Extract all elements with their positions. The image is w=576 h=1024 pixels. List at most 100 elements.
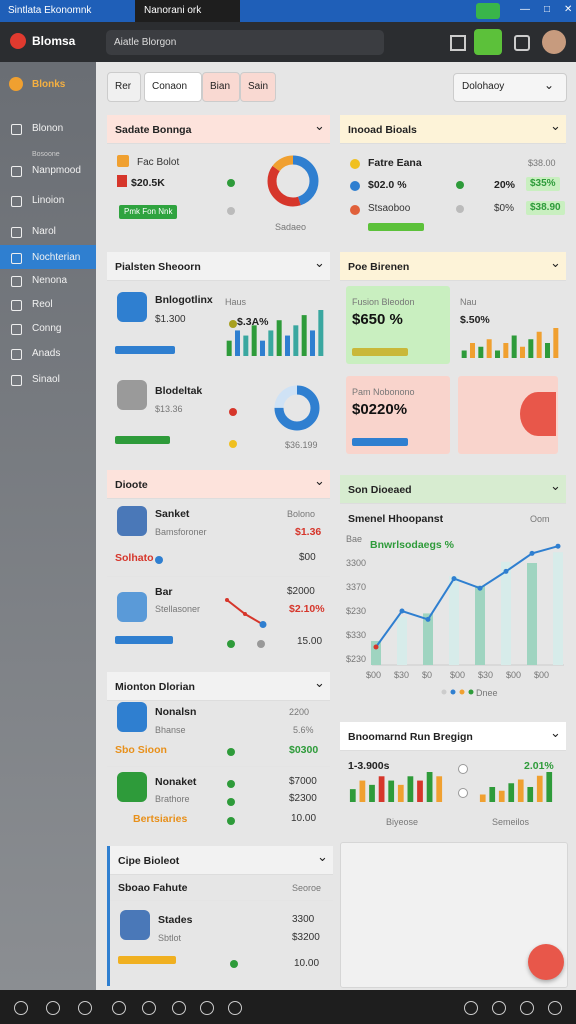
- taskbar-icon[interactable]: [548, 1001, 562, 1015]
- nav-icon[interactable]: [11, 324, 22, 335]
- filter-button[interactable]: Bian: [202, 72, 240, 102]
- progress-bar: [352, 348, 408, 356]
- collapse[interactable]: ⌄: [550, 255, 561, 270]
- fab[interactable]: [528, 944, 564, 980]
- taskbar-icon[interactable]: [78, 1001, 92, 1015]
- y-label: $230: [346, 654, 367, 664]
- bar: [388, 780, 395, 802]
- bar: [251, 325, 257, 356]
- collapse[interactable]: ⌄: [314, 255, 325, 270]
- filter-button[interactable]: Sain: [240, 72, 276, 102]
- icon[interactable]: [514, 35, 530, 51]
- filter-label[interactable]: Sain: [248, 81, 269, 92]
- card-text: Oom: [530, 514, 550, 524]
- legend-dot: [459, 689, 465, 695]
- collapse[interactable]: ⌄: [314, 118, 325, 133]
- icon[interactable]: [450, 35, 466, 51]
- point: [477, 585, 483, 591]
- card-header: [107, 470, 330, 499]
- taskbar-icon[interactable]: [142, 1001, 156, 1015]
- card-text: $.3A%: [237, 316, 269, 328]
- card-title: Cipe Bioleot: [118, 855, 180, 867]
- card-text: $36.199: [285, 440, 318, 450]
- sidebar: [0, 62, 96, 990]
- collapse[interactable]: ⌄: [314, 473, 325, 488]
- brand[interactable]: Blonks: [32, 79, 66, 90]
- status-dot: [458, 764, 468, 774]
- card: Dioote ⌄ Sanket Bamsforoner Bolono $1.36 Solha…: [107, 470, 330, 662]
- sub-label: Bosoone: [32, 151, 60, 158]
- status-dot: [227, 207, 235, 215]
- taskbar-icon[interactable]: [520, 1001, 534, 1015]
- nav-item[interactable]: Nenona: [32, 275, 68, 286]
- tab-title[interactable]: Nanorani ork: [144, 5, 202, 16]
- search-box[interactable]: [106, 30, 384, 55]
- chart: [461, 328, 559, 358]
- card-text: 1-3.900s: [348, 760, 390, 772]
- icon: [117, 772, 147, 802]
- taskbar-icon[interactable]: [172, 1001, 186, 1015]
- card-text: Pam Nobonono: [352, 387, 415, 397]
- card-text: Bnlogotlinx: [155, 294, 213, 306]
- nav-item[interactable]: Reol: [32, 299, 53, 310]
- bar: [359, 780, 366, 802]
- taskbar-icon[interactable]: [46, 1001, 60, 1015]
- taskbar-icon[interactable]: [14, 1001, 28, 1015]
- point: [451, 576, 457, 582]
- nav-item[interactable]: Anads: [32, 348, 61, 359]
- filter-button[interactable]: Conaon: [144, 72, 202, 102]
- nav-icon[interactable]: [11, 196, 22, 207]
- dropdown-label[interactable]: Dolohaoy: [462, 81, 505, 92]
- nav-item[interactable]: Narol: [32, 226, 56, 237]
- filter-label[interactable]: Rer: [115, 81, 132, 92]
- collapse[interactable]: ⌄: [317, 849, 328, 864]
- taskbar-icon[interactable]: [112, 1001, 126, 1015]
- filter-button[interactable]: Rer: [107, 72, 141, 102]
- nav-item[interactable]: Nochterian: [32, 252, 81, 263]
- bar: [475, 585, 485, 665]
- collapse[interactable]: ⌄: [550, 118, 561, 133]
- action-button[interactable]: [474, 29, 502, 55]
- filter-label[interactable]: Bian: [210, 81, 231, 92]
- chevron[interactable]: ⌄: [544, 78, 555, 92]
- taskbar-icon[interactable]: [464, 1001, 478, 1015]
- dropdown[interactable]: [453, 73, 567, 102]
- nav-icon[interactable]: [11, 300, 22, 311]
- nav-item[interactable]: Blonon: [32, 123, 64, 134]
- collapse[interactable]: ⌄: [314, 675, 325, 690]
- nav-item[interactable]: Nanpmood: [32, 165, 81, 176]
- tab[interactable]: [135, 0, 240, 22]
- nav-icon[interactable]: [11, 276, 22, 287]
- window-button[interactable]: [476, 3, 500, 19]
- filter-label[interactable]: Conaon: [152, 81, 188, 92]
- avatar[interactable]: [542, 30, 566, 54]
- x-label: $00: [366, 670, 382, 680]
- x-label: $00: [534, 670, 550, 680]
- search-placeholder[interactable]: Aiatle Blorgon: [114, 37, 177, 48]
- nav-icon[interactable]: [11, 253, 22, 264]
- card-text: Fac Bolot: [137, 157, 180, 168]
- nav-icon[interactable]: [11, 166, 22, 177]
- card: Pialsten Sheoorn ⌄ Bnlogotlinx $1.300 Haus $.…: [107, 252, 330, 460]
- nav-item[interactable]: Sinaol: [32, 374, 60, 385]
- window-controls[interactable]: —□✕: [520, 4, 572, 15]
- taskbar-icon[interactable]: [200, 1001, 214, 1015]
- taskbar-icon[interactable]: [492, 1001, 506, 1015]
- tab-title[interactable]: Sintlata Ekonomnk: [8, 5, 92, 16]
- nav-icon[interactable]: [11, 349, 22, 360]
- taskbar-icon[interactable]: [228, 1001, 242, 1015]
- card-header: [340, 252, 566, 281]
- logo[interactable]: Blomsa: [32, 34, 76, 48]
- nav-icon[interactable]: [11, 124, 22, 135]
- collapse[interactable]: ⌄: [550, 725, 561, 740]
- nav-icon[interactable]: [11, 375, 22, 386]
- bar: [545, 343, 550, 358]
- bar: [369, 784, 375, 802]
- card-text: $38.00: [528, 158, 556, 168]
- nav-item[interactable]: Linoion: [32, 195, 65, 206]
- bar: [301, 315, 307, 356]
- bar: [226, 340, 232, 356]
- nav-icon[interactable]: [11, 227, 22, 238]
- collapse[interactable]: ⌄: [550, 478, 561, 493]
- nav-item[interactable]: Conng: [32, 323, 62, 334]
